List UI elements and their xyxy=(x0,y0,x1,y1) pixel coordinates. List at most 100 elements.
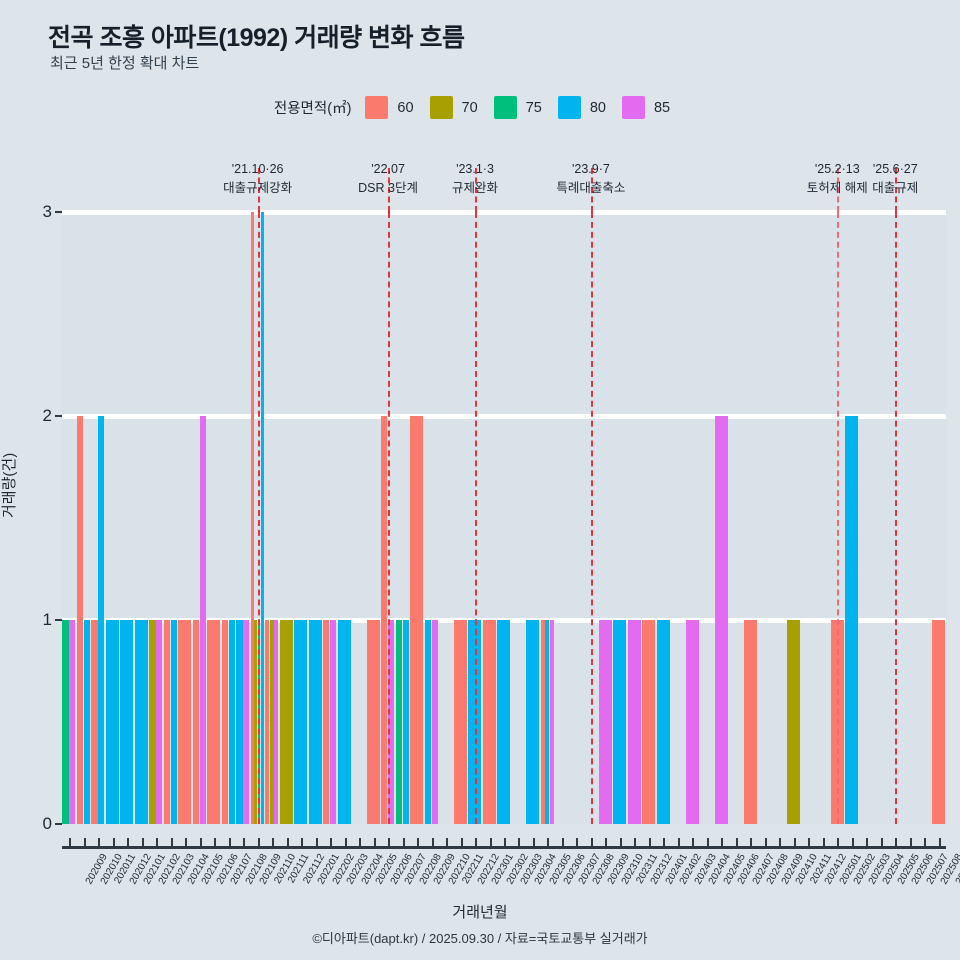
bar[interactable] xyxy=(388,620,395,824)
legend-item-85[interactable]: 85 xyxy=(621,96,670,119)
bar[interactable] xyxy=(627,620,641,824)
annotation-text-4: 특례대출축소 xyxy=(556,181,626,196)
bar[interactable] xyxy=(170,620,177,824)
x-tick xyxy=(938,838,941,847)
bar[interactable] xyxy=(228,620,235,824)
bar[interactable] xyxy=(381,416,388,824)
bar[interactable] xyxy=(642,620,656,824)
legend-item-80[interactable]: 80 xyxy=(557,96,606,119)
bar[interactable] xyxy=(453,620,467,824)
bar[interactable] xyxy=(254,620,258,824)
bar[interactable] xyxy=(402,620,409,824)
legend-item-60[interactable]: 60 xyxy=(365,96,414,119)
bar[interactable] xyxy=(308,620,322,824)
bar[interactable] xyxy=(69,620,76,824)
x-tick xyxy=(489,838,492,847)
x-tick xyxy=(576,838,579,847)
bar[interactable] xyxy=(613,620,627,824)
x-tick xyxy=(750,838,753,847)
annotation-date-3: '23.1·3 xyxy=(456,162,494,176)
x-tick xyxy=(663,838,666,847)
y-tick-mark-2 xyxy=(55,415,62,417)
annotation-label-2: '22.07 DSR 3단계 xyxy=(358,160,418,199)
legend-swatch-70 xyxy=(429,96,453,119)
bar[interactable] xyxy=(931,620,945,824)
legend-item-70[interactable]: 70 xyxy=(429,96,478,119)
x-tick xyxy=(446,838,449,847)
bar[interactable] xyxy=(269,620,274,824)
bar[interactable] xyxy=(598,620,612,824)
x-tick xyxy=(185,838,188,847)
bar[interactable] xyxy=(178,620,192,824)
bar[interactable] xyxy=(76,416,84,824)
x-tick xyxy=(779,838,782,847)
annotation-line-stub-4 xyxy=(590,168,593,212)
bar[interactable] xyxy=(250,212,254,824)
bar[interactable] xyxy=(497,620,511,824)
annotation-line-stub-1 xyxy=(257,168,260,212)
annotation-label-6: '25.6·27 대출규제 xyxy=(872,160,918,199)
bar[interactable] xyxy=(134,620,148,824)
bar[interactable] xyxy=(549,620,554,824)
bar[interactable] xyxy=(83,620,90,824)
bar[interactable] xyxy=(91,620,98,824)
bar[interactable] xyxy=(482,620,496,824)
x-tick xyxy=(243,838,246,847)
bar[interactable] xyxy=(526,620,540,824)
bar[interactable] xyxy=(294,620,308,824)
bar[interactable] xyxy=(207,620,221,824)
bar[interactable] xyxy=(424,620,431,824)
bar[interactable] xyxy=(62,620,69,824)
bar[interactable] xyxy=(221,620,229,824)
bar[interactable] xyxy=(540,620,545,824)
bar[interactable] xyxy=(787,620,801,824)
bar[interactable] xyxy=(98,416,105,824)
bar[interactable] xyxy=(743,620,757,824)
x-tick xyxy=(228,838,231,847)
annotation-line-6 xyxy=(895,212,898,824)
annotation-text-5: 토허제 해제 xyxy=(806,181,868,196)
bar[interactable] xyxy=(243,620,250,824)
bar[interactable] xyxy=(366,620,380,824)
bar[interactable] xyxy=(685,620,699,824)
bar[interactable] xyxy=(431,620,438,824)
annotation-line-stub-2 xyxy=(388,168,391,212)
bar[interactable] xyxy=(410,416,424,824)
bar[interactable] xyxy=(545,620,550,824)
bar[interactable] xyxy=(468,620,482,824)
bar[interactable] xyxy=(395,620,402,824)
bar[interactable] xyxy=(279,620,293,824)
x-tick xyxy=(793,838,796,847)
annotation-text-2: DSR 3단계 xyxy=(358,181,418,196)
bar[interactable] xyxy=(236,620,243,824)
bar[interactable] xyxy=(156,620,163,824)
x-tick xyxy=(619,838,622,847)
x-tick xyxy=(69,838,72,847)
bar[interactable] xyxy=(163,620,171,824)
bar[interactable] xyxy=(714,416,728,824)
bar[interactable] xyxy=(274,620,279,824)
bar[interactable] xyxy=(844,416,858,824)
x-tick xyxy=(98,838,101,847)
bar[interactable] xyxy=(656,620,670,824)
bar[interactable] xyxy=(149,620,156,824)
bar[interactable] xyxy=(105,620,119,824)
legend-item-75[interactable]: 75 xyxy=(493,96,542,119)
bar[interactable] xyxy=(199,416,206,824)
bar[interactable] xyxy=(261,212,264,824)
bar[interactable] xyxy=(192,620,200,824)
annotation-date-5: '25.2·13 xyxy=(814,162,860,176)
annotation-label-3: '23.1·3 규제완화 xyxy=(452,160,498,199)
annotation-date-1: '21.10·26 xyxy=(231,162,284,176)
annotation-line-5 xyxy=(837,212,840,824)
x-tick xyxy=(127,838,130,847)
bar[interactable] xyxy=(265,620,270,824)
bar[interactable] xyxy=(330,620,337,824)
bar[interactable] xyxy=(120,620,134,824)
x-tick xyxy=(214,838,217,847)
bar[interactable] xyxy=(830,620,844,824)
plot-area xyxy=(62,210,946,824)
bar[interactable] xyxy=(337,620,351,824)
x-tick xyxy=(170,838,173,847)
bar[interactable] xyxy=(323,620,330,824)
